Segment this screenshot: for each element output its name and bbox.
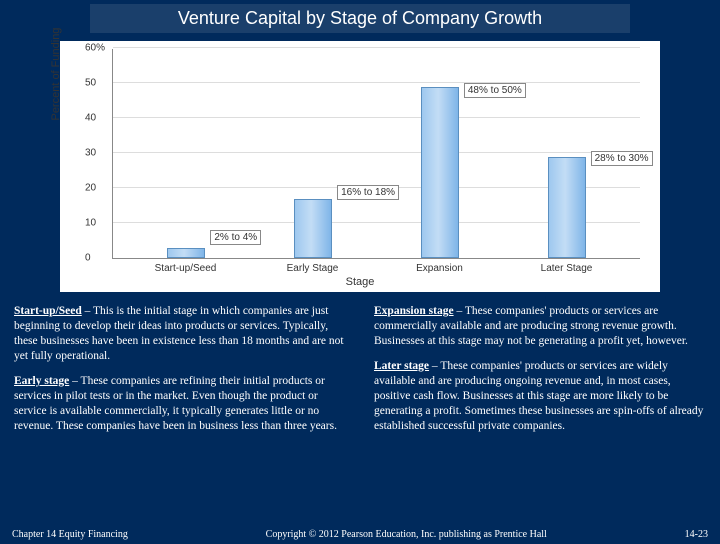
early-name: Early stage [14,375,69,387]
chart-bar: 16% to 18% [294,199,332,259]
description-right-column: Expansion stage – These companies' produ… [374,304,706,444]
chart-bar: 28% to 30% [548,157,586,259]
chart-x-category: Later Stage [511,263,623,274]
chart-plot-area: 0102030405060%2% to 4%16% to 18%48% to 5… [112,49,640,259]
slide-footer: Chapter 14 Equity Financing Copyright © … [0,529,720,540]
chart-ylabel: Percent of Funding [50,27,62,120]
chart-bar-label: 2% to 4% [210,230,261,245]
expansion-description: Expansion stage – These companies' produ… [374,304,706,349]
stage-descriptions: Start-up/Seed – This is the initial stag… [0,292,720,444]
description-left-column: Start-up/Seed – This is the initial stag… [14,304,346,444]
chart-ytick: 40 [85,113,96,124]
chart-ytick: 30 [85,148,96,159]
chart-bar-label: 28% to 30% [591,151,653,166]
chart-ytick: 50 [85,78,96,89]
startup-name: Start-up/Seed [14,305,82,317]
chart-bar: 2% to 4% [167,248,205,259]
chart-ytick: 10 [85,218,96,229]
later-description: Later stage – These companies' products … [374,359,706,434]
footer-copyright: Copyright © 2012 Pearson Education, Inc.… [128,529,685,540]
chart-x-category: Early Stage [257,263,369,274]
early-description: Early stage – These companies are refini… [14,374,346,434]
chart-container: Percent of Funding 0102030405060%2% to 4… [60,41,660,292]
chart-bar-label: 48% to 50% [464,83,526,98]
chart-xlabel: Stage [70,276,650,288]
expansion-name: Expansion stage [374,305,454,317]
footer-chapter: Chapter 14 Equity Financing [12,529,128,540]
chart-bar: 48% to 50% [421,87,459,259]
slide-title: Venture Capital by Stage of Company Grow… [90,4,630,33]
footer-page-number: 14-23 [685,529,708,540]
chart-ytick: 20 [85,183,96,194]
later-name: Later stage [374,360,429,372]
chart-ytick: 60% [85,43,105,54]
chart-x-categories: Start-up/Seed Early Stage Expansion Later S… [112,259,640,274]
startup-description: Start-up/Seed – This is the initial stag… [14,304,346,364]
chart-x-category: Expansion [384,263,496,274]
chart-x-category: Start-up/Seed [130,263,242,274]
chart-ytick: 0 [85,253,91,264]
